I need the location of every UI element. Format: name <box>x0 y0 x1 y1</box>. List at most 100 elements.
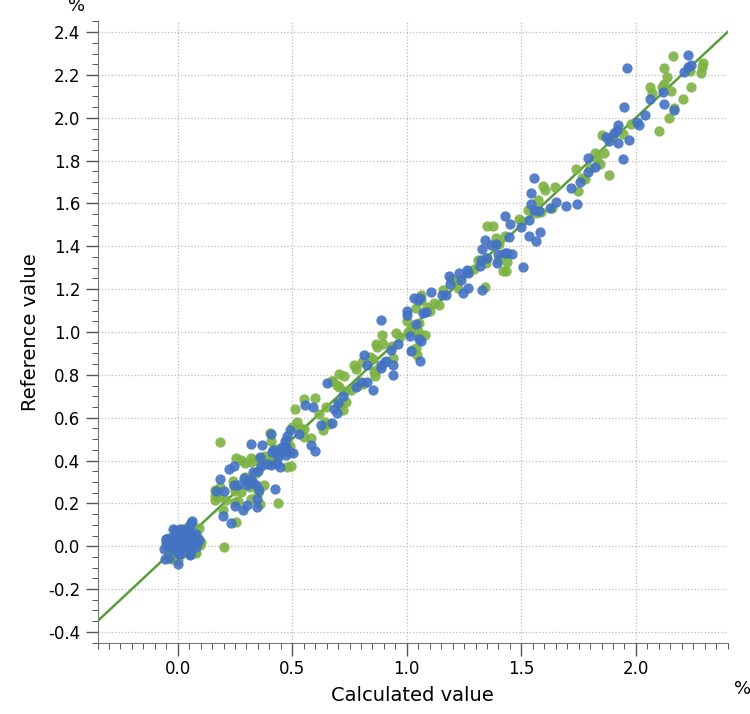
Point <box>209 484 220 496</box>
Point <box>183 520 195 531</box>
Point <box>351 380 363 391</box>
Point <box>229 501 241 512</box>
Point <box>413 356 425 367</box>
Point <box>192 532 204 543</box>
Point <box>584 162 596 174</box>
Point <box>252 487 264 498</box>
Point <box>280 449 292 461</box>
Point <box>607 130 619 141</box>
Point <box>251 493 263 504</box>
Point <box>182 530 194 541</box>
Point <box>417 307 429 318</box>
Point <box>444 278 456 290</box>
Point <box>160 533 172 545</box>
Point <box>228 480 240 491</box>
Point <box>194 540 206 551</box>
Point <box>280 443 292 455</box>
Point <box>226 475 238 486</box>
Point <box>178 545 190 556</box>
Point <box>667 50 679 61</box>
Point <box>316 424 328 436</box>
Point <box>570 163 582 174</box>
Point <box>549 181 561 193</box>
Point <box>291 416 303 428</box>
Point <box>175 538 187 549</box>
Point <box>616 129 628 140</box>
Point <box>267 444 279 456</box>
Point <box>337 404 349 416</box>
X-axis label: Calculated value: Calculated value <box>332 686 494 705</box>
Point <box>185 538 197 550</box>
Point <box>251 501 262 512</box>
Point <box>424 305 436 316</box>
Point <box>350 363 362 375</box>
Point <box>525 187 537 198</box>
Point <box>684 66 696 77</box>
Point <box>266 446 278 458</box>
Point <box>298 423 310 434</box>
Point <box>653 126 665 137</box>
Point <box>546 202 558 213</box>
Point <box>370 365 382 376</box>
Point <box>175 528 187 539</box>
Point <box>263 427 275 438</box>
Point <box>410 342 422 353</box>
Point <box>455 274 467 286</box>
Point <box>571 198 583 209</box>
Point <box>320 401 332 413</box>
Point <box>452 283 464 294</box>
Point <box>171 530 183 541</box>
Point <box>284 424 296 436</box>
Point <box>161 540 173 552</box>
Point <box>331 379 343 391</box>
Point <box>468 263 480 275</box>
Text: %: % <box>68 0 85 15</box>
Point <box>217 510 229 521</box>
Point <box>170 537 182 548</box>
Point <box>367 353 379 365</box>
Point <box>178 533 190 544</box>
Point <box>323 418 335 430</box>
Point <box>280 443 292 454</box>
Point <box>270 448 282 460</box>
Point <box>250 468 262 479</box>
Point <box>170 536 182 548</box>
Point <box>171 540 183 551</box>
Point <box>223 463 235 475</box>
Point <box>481 221 493 232</box>
Point <box>254 498 266 510</box>
Point <box>172 527 184 538</box>
Point <box>185 538 197 549</box>
Point <box>178 536 190 547</box>
Point <box>454 268 466 279</box>
Point <box>160 533 172 545</box>
Point <box>532 205 544 216</box>
Point <box>178 538 190 550</box>
Point <box>695 67 707 79</box>
Point <box>657 86 669 98</box>
Point <box>484 239 496 251</box>
Point <box>299 399 311 411</box>
Point <box>214 437 226 448</box>
Point <box>405 345 417 356</box>
Point <box>172 536 184 547</box>
Point <box>167 550 179 561</box>
Point <box>328 403 340 415</box>
Point <box>682 61 694 73</box>
Point <box>169 530 181 541</box>
Point <box>658 79 670 90</box>
Point <box>500 265 512 276</box>
Point <box>380 356 392 368</box>
Point <box>176 534 188 545</box>
Point <box>697 58 709 69</box>
Point <box>503 231 515 243</box>
Point <box>178 529 190 540</box>
Point <box>284 446 296 458</box>
Point <box>289 403 301 415</box>
Point <box>412 325 424 336</box>
Point <box>250 479 262 491</box>
Point <box>598 147 610 159</box>
Point <box>421 306 433 318</box>
Point <box>173 549 185 560</box>
Point <box>476 284 488 296</box>
